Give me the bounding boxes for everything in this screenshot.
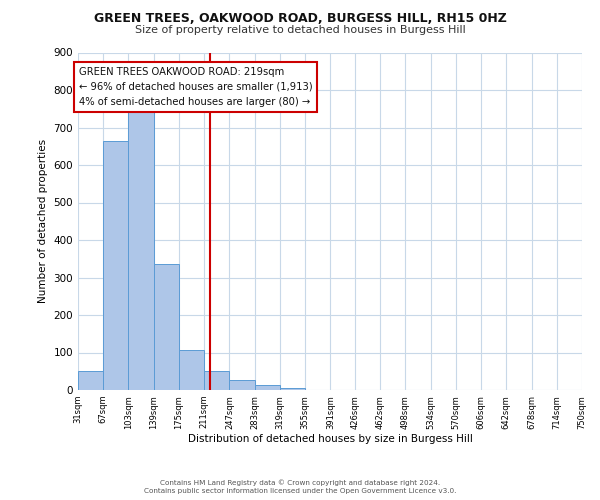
Bar	[229, 380, 254, 390]
Bar	[204, 371, 229, 390]
Text: Contains HM Land Registry data © Crown copyright and database right 2024.
Contai: Contains HM Land Registry data © Crown c…	[144, 479, 456, 494]
Bar	[154, 264, 179, 390]
Y-axis label: Number of detached properties: Number of detached properties	[38, 139, 48, 304]
Bar	[78, 371, 103, 390]
Text: Size of property relative to detached houses in Burgess Hill: Size of property relative to detached ho…	[134, 25, 466, 35]
Bar	[254, 385, 280, 390]
Bar	[280, 388, 305, 390]
Bar	[179, 350, 204, 390]
Bar	[103, 140, 128, 390]
Text: GREEN TREES, OAKWOOD ROAD, BURGESS HILL, RH15 0HZ: GREEN TREES, OAKWOOD ROAD, BURGESS HILL,…	[94, 12, 506, 26]
X-axis label: Distribution of detached houses by size in Burgess Hill: Distribution of detached houses by size …	[188, 434, 472, 444]
Bar	[128, 109, 154, 390]
Text: GREEN TREES OAKWOOD ROAD: 219sqm
← 96% of detached houses are smaller (1,913)
4%: GREEN TREES OAKWOOD ROAD: 219sqm ← 96% o…	[79, 66, 313, 107]
